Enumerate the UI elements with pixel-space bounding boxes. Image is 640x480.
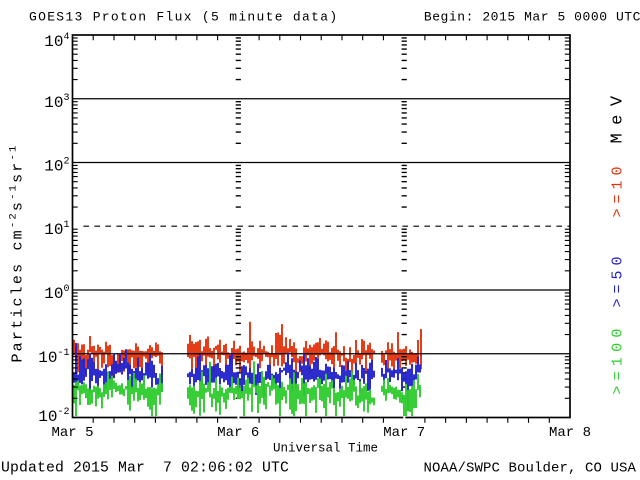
svg-text:101: 101 <box>44 220 69 239</box>
svg-text:104: 104 <box>44 32 69 51</box>
svg-text:GOES13 Proton Flux (5 minute d: GOES13 Proton Flux (5 minute data) <box>29 10 338 25</box>
svg-text:Universal Time: Universal Time <box>273 442 378 456</box>
svg-text:103: 103 <box>44 93 69 112</box>
svg-text:Begin: 2015 Mar 5 0000 UTC: Begin: 2015 Mar 5 0000 UTC <box>424 10 640 25</box>
svg-text:Mar 7: Mar 7 <box>383 425 425 441</box>
svg-text:>=100: >=100 <box>610 323 627 394</box>
svg-text:Mar 6: Mar 6 <box>217 425 259 441</box>
svg-text:MeV: MeV <box>609 87 628 143</box>
svg-text:>=10: >=10 <box>610 161 627 217</box>
svg-text:100: 100 <box>44 284 69 303</box>
svg-text:NOAA/SWPC Boulder, CO USA: NOAA/SWPC Boulder, CO USA <box>423 461 636 477</box>
svg-text:Mar 5: Mar 5 <box>51 425 93 441</box>
svg-text:>=50: >=50 <box>610 251 627 307</box>
svg-text:Mar 8: Mar 8 <box>549 425 591 441</box>
svg-text:Particles cm-2s-1sr-1: Particles cm-2s-1sr-1 <box>8 143 27 362</box>
svg-text:Updated 2015 Mar 7 02:06:02 U: Updated 2015 Mar 7 02:06:02 UTC <box>1 461 289 477</box>
svg-text:102: 102 <box>44 157 69 176</box>
